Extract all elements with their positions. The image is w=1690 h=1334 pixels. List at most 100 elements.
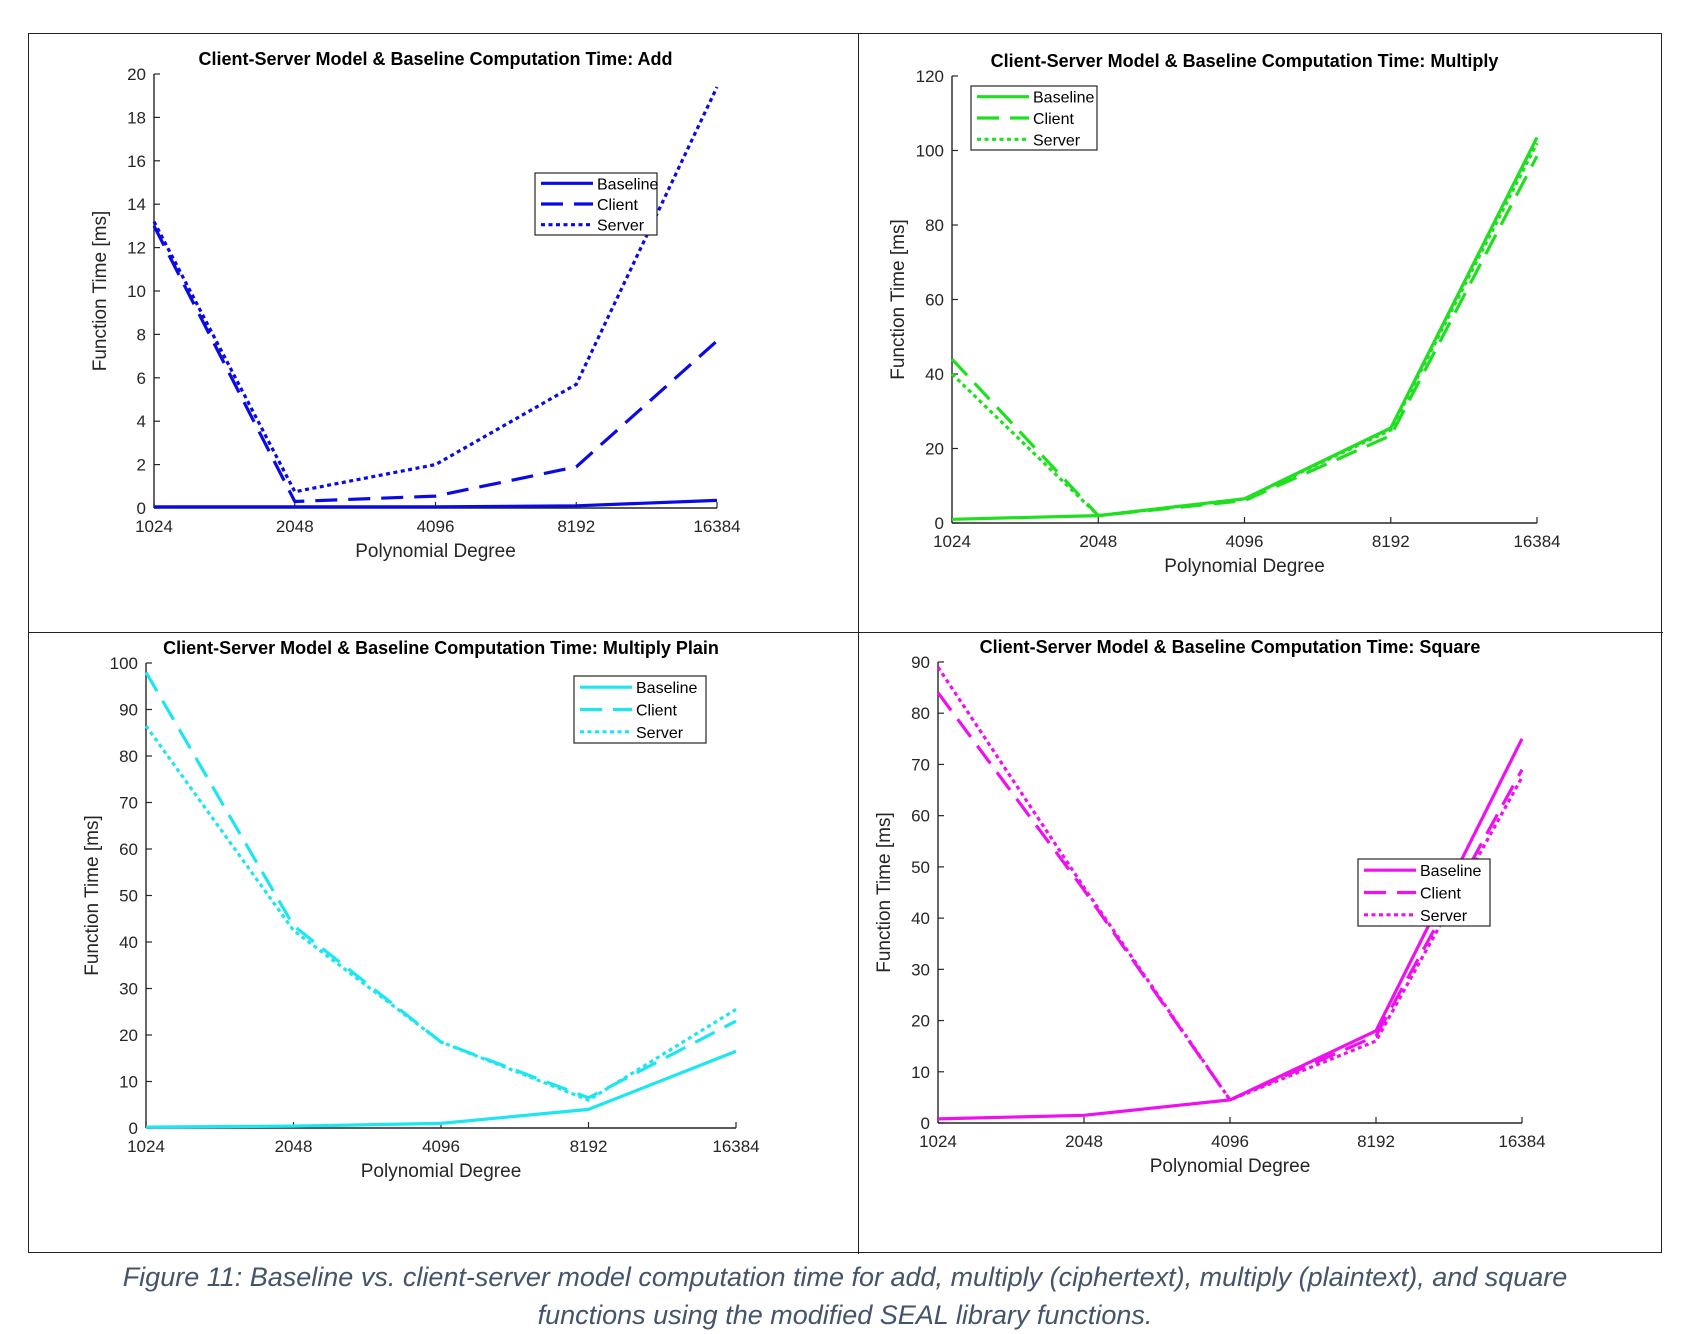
chart-svg: Client-Server Model & Baseline Computati… xyxy=(82,638,760,1182)
chart-panel-square: Client-Server Model & Baseline Computati… xyxy=(859,633,1663,1254)
x-axis-label: Polynomial Degree xyxy=(1164,556,1325,577)
x-tick-label: 4096 xyxy=(1211,1132,1249,1151)
y-tick-label: 0 xyxy=(921,1114,930,1133)
x-axis-label: Polynomial Degree xyxy=(361,1161,522,1182)
y-tick-label: 40 xyxy=(911,909,930,928)
series-line-server xyxy=(152,86,719,494)
chart-svg: Client-Server Model & Baseline Computati… xyxy=(888,51,1561,577)
y-tick-label: 6 xyxy=(137,369,146,388)
x-tick-label: 2048 xyxy=(276,517,314,536)
y-tick-label: 10 xyxy=(119,1073,138,1092)
y-tick-label: 100 xyxy=(110,654,138,673)
y-tick-label: 14 xyxy=(127,195,146,214)
chart-svg: Client-Server Model & Baseline Computati… xyxy=(90,49,741,562)
legend-label: Baseline xyxy=(597,176,658,193)
y-tick-label: 20 xyxy=(911,1012,930,1031)
y-tick-label: 10 xyxy=(911,1063,930,1082)
legend-label: Client xyxy=(636,703,677,720)
y-tick-label: 90 xyxy=(119,701,138,720)
legend-label: Client xyxy=(1420,886,1461,903)
x-tick-label: 1024 xyxy=(127,1137,165,1156)
x-tick-label: 2048 xyxy=(1065,1132,1103,1151)
legend-label: Baseline xyxy=(1033,90,1094,107)
series-line-baseline xyxy=(951,136,1539,521)
figure-grid: Client-Server Model & Baseline Computati… xyxy=(28,33,1663,1254)
x-tick-label: 16384 xyxy=(1498,1132,1545,1151)
y-tick-label: 40 xyxy=(925,365,944,384)
x-tick-label: 1024 xyxy=(135,517,173,536)
series-line-client xyxy=(950,155,1539,518)
chart-title: Client-Server Model & Baseline Computati… xyxy=(991,51,1499,71)
y-tick-label: 80 xyxy=(925,216,944,235)
y-tick-label: 90 xyxy=(911,653,930,672)
y-tick-label: 20 xyxy=(925,440,944,459)
y-tick-label: 4 xyxy=(137,412,146,431)
y-tick-label: 60 xyxy=(925,291,944,310)
legend-label: Client xyxy=(597,197,638,214)
x-axis-label: Polynomial Degree xyxy=(355,541,516,562)
y-tick-label: 16 xyxy=(127,152,146,171)
legend-label: Baseline xyxy=(636,680,697,697)
y-tick-label: 30 xyxy=(911,960,930,979)
series-line-client xyxy=(936,691,1524,1102)
series-line-server xyxy=(936,666,1524,1102)
x-tick-label: 8192 xyxy=(1357,1132,1395,1151)
chart-panel-multiply: Client-Server Model & Baseline Computati… xyxy=(859,34,1663,633)
figure-caption: Figure 11: Baseline vs. client-server mo… xyxy=(0,1258,1690,1334)
y-tick-label: 0 xyxy=(137,499,146,518)
x-tick-label: 8192 xyxy=(1372,532,1410,551)
y-axis-label: Function Time [ms] xyxy=(888,219,909,380)
y-tick-label: 20 xyxy=(127,65,146,84)
y-tick-label: 0 xyxy=(129,1119,138,1138)
legend-label: Server xyxy=(636,725,684,742)
series-line-baseline xyxy=(937,738,1524,1121)
series-line-server xyxy=(144,724,737,1102)
legend-label: Baseline xyxy=(1420,863,1481,880)
x-tick-label: 2048 xyxy=(1079,532,1117,551)
legend-label: Server xyxy=(597,218,645,235)
caption-line-2: functions using the modified SEAL librar… xyxy=(537,1300,1153,1330)
y-axis-label: Function Time [ms] xyxy=(90,211,111,372)
series-line-baseline xyxy=(145,1049,737,1129)
legend-label: Client xyxy=(1033,111,1074,128)
legend-label: Server xyxy=(1420,908,1468,925)
series-line-server xyxy=(950,142,1539,518)
chart-svg: Client-Server Model & Baseline Computati… xyxy=(874,637,1546,1177)
y-tick-label: 120 xyxy=(916,67,944,86)
x-tick-label: 8192 xyxy=(570,1137,608,1156)
series-line-client xyxy=(152,225,719,504)
chart-title: Client-Server Model & Baseline Computati… xyxy=(198,49,672,69)
x-tick-label: 16384 xyxy=(712,1137,759,1156)
y-tick-label: 12 xyxy=(127,239,146,258)
x-tick-label: 4096 xyxy=(422,1137,460,1156)
y-tick-label: 80 xyxy=(119,747,138,766)
y-tick-label: 8 xyxy=(137,325,146,344)
x-tick-label: 16384 xyxy=(1513,532,1560,551)
chart-title: Client-Server Model & Baseline Computati… xyxy=(163,638,719,658)
y-axis-label: Function Time [ms] xyxy=(82,815,103,976)
x-tick-label: 1024 xyxy=(933,532,971,551)
x-tick-label: 4096 xyxy=(417,517,455,536)
x-axis-label: Polynomial Degree xyxy=(1150,1156,1311,1177)
series-line-baseline xyxy=(154,498,718,509)
y-tick-label: 50 xyxy=(119,887,138,906)
y-tick-label: 60 xyxy=(119,840,138,859)
y-tick-label: 60 xyxy=(911,807,930,826)
legend-label: Server xyxy=(1033,132,1081,149)
chart-title: Client-Server Model & Baseline Computati… xyxy=(980,637,1481,657)
x-tick-label: 16384 xyxy=(693,517,740,536)
x-tick-label: 8192 xyxy=(557,517,595,536)
caption-line-1: Figure 11: Baseline vs. client-server mo… xyxy=(122,1262,1568,1292)
y-tick-label: 2 xyxy=(137,456,146,475)
y-tick-label: 0 xyxy=(935,514,944,533)
y-tick-label: 50 xyxy=(911,858,930,877)
chart-panel-add: Client-Server Model & Baseline Computati… xyxy=(29,34,859,633)
x-tick-label: 2048 xyxy=(275,1137,313,1156)
x-tick-label: 1024 xyxy=(919,1132,957,1151)
y-tick-label: 18 xyxy=(127,108,146,127)
y-tick-label: 30 xyxy=(119,980,138,999)
y-tick-label: 40 xyxy=(119,933,138,952)
y-tick-label: 70 xyxy=(911,755,930,774)
y-tick-label: 80 xyxy=(911,704,930,723)
y-axis-label: Function Time [ms] xyxy=(874,812,895,973)
